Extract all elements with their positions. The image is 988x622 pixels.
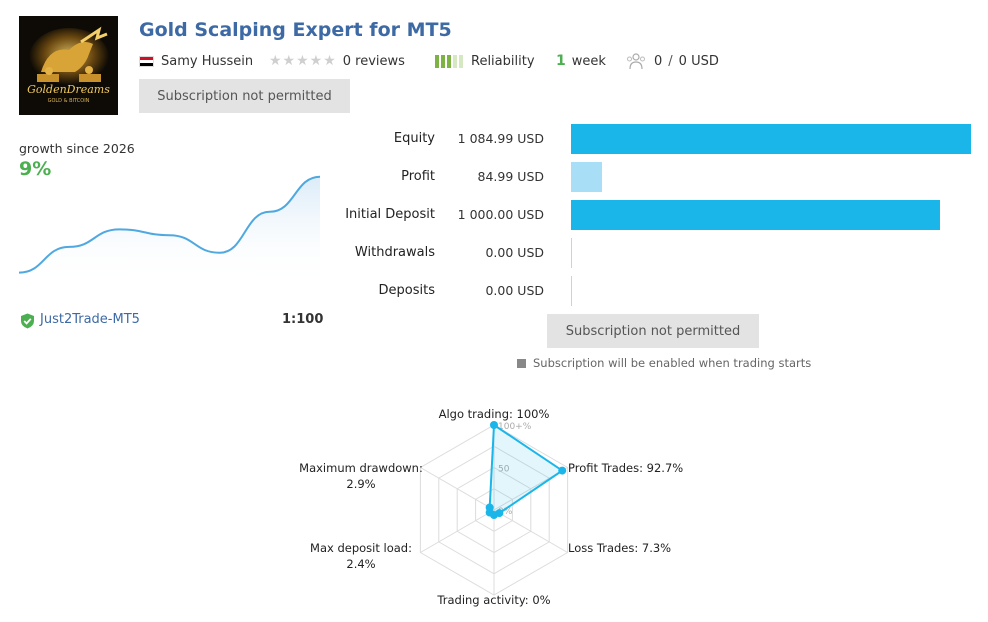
radar-point xyxy=(490,421,498,429)
reliability-label: Reliability xyxy=(471,53,535,69)
stat-value: 84.99 USD xyxy=(477,169,544,184)
radar-point xyxy=(558,466,567,475)
page-title[interactable]: Gold Scalping Expert for MT5 xyxy=(139,19,452,41)
stat-bar[interactable] xyxy=(571,276,572,306)
radar-axis-line xyxy=(420,467,495,511)
gold-bull-logo-icon: GoldenDreams GOLD & BITCOIN xyxy=(19,16,118,115)
radar-point xyxy=(485,503,494,512)
radar-axis-label: Max deposit load: 2.4% xyxy=(310,541,412,571)
subscribers-block: 0 / 0 USD xyxy=(626,52,719,70)
radar-tick-label: 0% xyxy=(498,507,513,517)
egypt-flag-icon xyxy=(139,55,154,67)
radar-data-area xyxy=(488,423,565,517)
stat-value: 1 000.00 USD xyxy=(457,207,544,222)
reviews-count: 0 reviews xyxy=(342,53,405,69)
subscription-note: Subscription will be enabled when tradin… xyxy=(517,356,811,370)
stat-bar[interactable] xyxy=(571,124,971,154)
radar-axis-label: Loss Trades: 7.3% xyxy=(568,541,671,555)
reliability-bars-icon xyxy=(435,54,463,68)
stat-bar[interactable] xyxy=(571,238,572,268)
radar-chart: 100+% 50 0% Algo trading: 100% Profit Trades… xyxy=(299,407,683,607)
stat-label: Deposits xyxy=(378,283,435,298)
verified-shield-icon xyxy=(20,313,35,333)
info-square-icon xyxy=(517,358,526,368)
stat-label: Equity xyxy=(393,131,435,146)
subscription-note-text: Subscription will be enabled when tradin… xyxy=(533,356,812,370)
radar-tick-label: 100+% xyxy=(498,422,532,432)
subscribers-icon xyxy=(626,52,646,70)
stat-label: Withdrawals xyxy=(354,245,435,260)
subscribers-count: 0 xyxy=(654,53,663,69)
stat-value: 1 084.99 USD xyxy=(457,131,544,146)
sparkline-area xyxy=(19,176,320,285)
stat-bar[interactable] xyxy=(571,162,602,192)
radar-axis-label: Trading activity: 0% xyxy=(436,593,550,607)
author-name: Samy Hussein xyxy=(161,53,254,69)
separator: / xyxy=(668,53,673,69)
stat-label: Initial Deposit xyxy=(345,207,435,222)
broker-link[interactable]: Just2Trade-MT5 xyxy=(40,312,140,327)
radar-axis-label: Maximum drawdown: 2.9% xyxy=(299,461,423,491)
stat-bar[interactable] xyxy=(571,200,940,230)
subscriber-funds: 0 USD xyxy=(678,53,719,69)
product-logo[interactable]: GoldenDreams GOLD & BITCOIN xyxy=(19,16,118,115)
growth-value: 9% xyxy=(19,158,52,180)
radar-axis-label: Algo trading: 100% xyxy=(439,407,550,421)
leverage-value: 1:100 xyxy=(282,312,324,327)
age-block: 1 week xyxy=(556,52,606,70)
reliability-block[interactable]: Reliability xyxy=(435,52,535,70)
radar-axis-label: Profit Trades: 92.7% xyxy=(568,461,683,475)
sparkline-line xyxy=(19,175,320,274)
stat-value: 0.00 USD xyxy=(485,245,544,260)
radar-tick-label: 50 xyxy=(498,465,510,475)
growth-label: growth since 2026 xyxy=(19,141,135,156)
logo-subtext: GOLD & BITCOIN xyxy=(48,98,90,104)
rating-stars-icon: ★★★★★ xyxy=(269,53,337,69)
rating-block[interactable]: ★★★★★ 0 reviews xyxy=(269,52,405,70)
radar-axis-line xyxy=(420,509,495,553)
stat-value: 0.00 USD xyxy=(485,283,544,298)
radar-axis-line xyxy=(493,509,568,553)
subscription-button-top[interactable]: Subscription not permitted xyxy=(139,79,350,113)
logo-text: GoldenDreams xyxy=(27,83,110,96)
stat-label: Profit xyxy=(401,169,435,184)
age-unit: week xyxy=(571,53,606,69)
subscription-button-bottom[interactable]: Subscription not permitted xyxy=(547,314,759,348)
age-value: 1 xyxy=(556,53,566,69)
growth-sparkline[interactable] xyxy=(19,150,320,285)
author-block[interactable]: Samy Hussein xyxy=(139,52,253,70)
